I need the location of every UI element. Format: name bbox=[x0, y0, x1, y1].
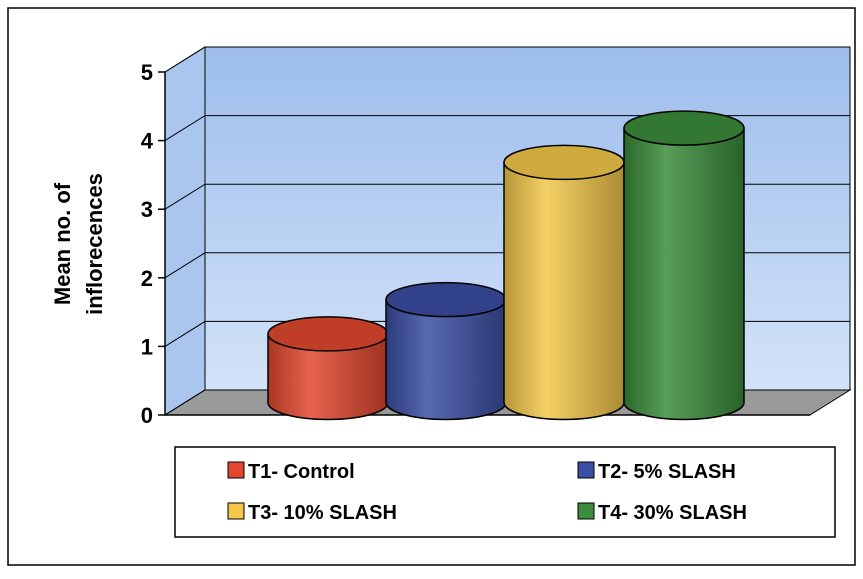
legend-label: T2- 5% SLASH bbox=[598, 461, 736, 483]
y-tick-label: 4 bbox=[141, 129, 154, 154]
grid-line bbox=[164, 115, 850, 142]
legend-swatch bbox=[227, 461, 245, 479]
y-tick-label: 3 bbox=[141, 197, 153, 222]
y-tick-label: 1 bbox=[141, 334, 153, 359]
legend-label: T4- 30% SLASH bbox=[598, 502, 747, 524]
y-axis-label: inflorecences bbox=[82, 173, 107, 315]
y-axis-label: Mean no. of bbox=[50, 182, 75, 305]
grid-line bbox=[164, 46, 850, 73]
plot-area: 0 1 2 3 4 5 bbox=[141, 46, 852, 428]
legend-swatch bbox=[577, 502, 595, 520]
legend-label: T3- 10% SLASH bbox=[248, 502, 397, 524]
cylinder-body bbox=[623, 127, 745, 421]
legend-label: T1- Control bbox=[248, 461, 355, 483]
cylinder-body bbox=[267, 333, 389, 421]
y-tick-label: 2 bbox=[141, 266, 153, 291]
cylinder-top bbox=[267, 316, 389, 352]
y-tick-label: 5 bbox=[141, 60, 153, 85]
cylinder-body bbox=[503, 161, 625, 421]
legend-swatch bbox=[577, 461, 595, 479]
cylinder-body bbox=[385, 298, 507, 421]
cylinder-top bbox=[623, 110, 745, 146]
legend bbox=[174, 446, 836, 538]
legend-swatch bbox=[227, 502, 245, 520]
side-wall bbox=[164, 46, 206, 416]
cylinder-top bbox=[503, 144, 625, 181]
y-tick-label: 0 bbox=[141, 403, 153, 428]
cylinder-top bbox=[385, 281, 507, 318]
